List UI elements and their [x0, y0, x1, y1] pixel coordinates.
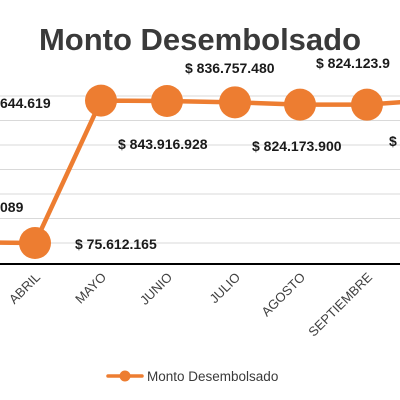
data-label-julio: $ 836.757.480: [185, 60, 275, 76]
data-point-septiembre: [351, 88, 383, 121]
gridlines: [0, 95, 400, 244]
data-points: [19, 84, 383, 259]
x-tick-label-julio: JULIO: [206, 270, 243, 307]
chart-title: Monto Desembolsado: [39, 22, 361, 57]
legend[interactable]: Monto Desembolsado: [106, 369, 278, 384]
x-tick-label-agosto: AGOSTO: [258, 270, 308, 320]
data-label-partial: 089: [0, 199, 24, 215]
x-tick-label-abril: ABRIL: [6, 270, 43, 307]
legend-series-marker: [119, 370, 131, 382]
data-label-agosto: $ 824.173.900: [252, 138, 342, 154]
data-label-junio: $ 843.916.928: [118, 136, 208, 152]
data-point-agosto: [284, 88, 316, 121]
legend-series-label: Monto Desembolsado: [147, 369, 278, 384]
x-tick-label-mayo: MAYO: [72, 270, 109, 307]
data-point-mayo: [85, 84, 117, 117]
x-tick-labels: ABRILMAYOJUNIOJULIOAGOSTOSEPTIEMBREOC: [6, 269, 375, 339]
data-label-octubre: $: [389, 133, 397, 149]
x-tick-label-junio: JUNIO: [137, 270, 175, 308]
data-label-partial: 644.619: [0, 95, 51, 111]
data-point-abril: [19, 227, 51, 259]
data-point-julio: [219, 86, 251, 119]
data-label-abril: $ 75.612.165: [75, 236, 157, 252]
x-tick-label-septiembre: SEPTIEMBRE: [305, 269, 375, 339]
data-labels: $ 75.612.165 $ 843.916.928 $ 836.757.480 $ …: [0, 55, 397, 252]
series-line-layer: [0, 98, 400, 246]
data-label-septiembre: $ 824.123.9: [316, 55, 390, 71]
data-point-junio: [151, 85, 183, 117]
series-line-monto-desembolsado: [0, 98, 400, 246]
